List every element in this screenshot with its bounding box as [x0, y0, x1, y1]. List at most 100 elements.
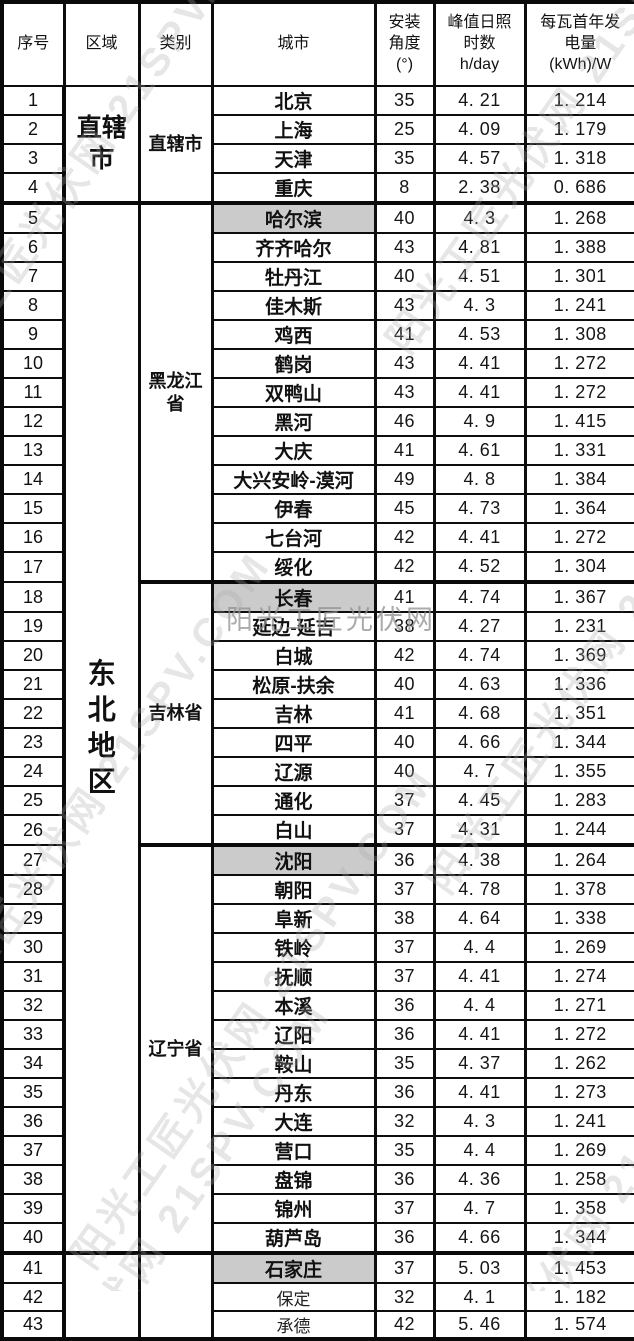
table-row: 27 辽宁省 沈阳 36 4. 38 1. 264 [0, 843, 634, 1254]
city-cell: 吉林 [210, 698, 377, 729]
angle-cell: 41 [373, 580, 436, 613]
city-cell: 佳木斯 [210, 290, 377, 321]
table-row: 20 白城 42 4. 74 1. 369 [0, 640, 634, 671]
hours-cell: 4. 21 [432, 85, 527, 116]
hours-cell: 2. 38 [432, 172, 527, 204]
angle-cell: 36 [373, 1222, 436, 1254]
yield-cell: 1. 453 [523, 1251, 634, 1284]
col-header-yield: 每瓦首年发 电量 (kWh)/W [523, 1, 634, 87]
city-cell: 营口 [210, 1135, 377, 1166]
row-index-cell: 1 [0, 85, 66, 116]
yield-cell: 1. 271 [523, 990, 634, 1021]
angle-cell: 37 [373, 814, 436, 846]
yield-cell: 1. 364 [523, 493, 634, 524]
angle-cell: 35 [373, 85, 436, 116]
yield-cell: 1. 318 [523, 143, 634, 174]
yield-cell: 1. 304 [523, 551, 634, 583]
city-cell: 阜新 [210, 903, 377, 934]
table-row: 16 七台河 42 4. 41 1. 272 [0, 522, 634, 553]
hours-cell: 4. 74 [432, 640, 527, 671]
city-cell: 大兴安岭-漠河 [210, 464, 377, 495]
hours-cell: 4. 3 [432, 201, 527, 234]
row-index-cell: 8 [0, 290, 66, 321]
angle-cell: 35 [373, 143, 436, 174]
row-index-cell: 41 [0, 1251, 66, 1284]
angle-cell: 36 [373, 990, 436, 1021]
table-row: 21 松原-扶余 40 4. 63 1. 336 [0, 669, 634, 700]
yield-cell: 1. 273 [523, 1077, 634, 1108]
hours-cell: 4. 09 [432, 114, 527, 145]
col-header-index: 序号 [0, 1, 66, 87]
row-index-cell: 42 [0, 1282, 66, 1312]
row-index-cell: 33 [0, 1019, 66, 1050]
table-body: 1 直辖市 直辖市 北京 35 4. 21 1. 214 2 上海 25 4. 09 1. 179 3 天… [0, 85, 634, 1340]
category-cell: 辽宁省 [137, 843, 214, 1254]
row-index-cell: 15 [0, 493, 66, 524]
row-index-cell: 10 [0, 348, 66, 379]
angle-cell: 49 [373, 464, 436, 495]
table-row: 2 上海 25 4. 09 1. 179 [0, 114, 634, 145]
angle-cell: 37 [373, 874, 436, 905]
col-header-city: 城市 [210, 1, 377, 87]
yield-cell: 1. 179 [523, 114, 634, 145]
city-cell: 保定 [210, 1282, 377, 1312]
table-row: 23 四平 40 4. 66 1. 344 [0, 727, 634, 758]
angle-cell: 42 [373, 640, 436, 671]
city-cell: 沈阳 [210, 843, 377, 876]
table-row: 1 直辖市 直辖市 北京 35 4. 21 1. 214 [0, 85, 634, 204]
angle-cell: 45 [373, 493, 436, 524]
table-row: 26 白山 37 4. 31 1. 244 [0, 814, 634, 846]
city-cell: 延边-延吉 [210, 611, 377, 642]
hours-cell: 4. 8 [432, 464, 527, 495]
row-index-cell: 25 [0, 785, 66, 816]
yield-cell: 1. 367 [523, 580, 634, 613]
yield-cell: 1. 268 [523, 201, 634, 234]
table-row: 31 抚顺 37 4. 41 1. 274 [0, 961, 634, 992]
table-row: 28 朝阳 37 4. 78 1. 378 [0, 874, 634, 905]
yield-cell: 1. 336 [523, 669, 634, 700]
hours-cell: 5. 03 [432, 1251, 527, 1284]
row-index-cell: 12 [0, 406, 66, 437]
yield-cell: 1. 351 [523, 698, 634, 729]
angle-cell: 37 [373, 1193, 436, 1224]
angle-cell: 32 [373, 1106, 436, 1137]
row-index-cell: 26 [0, 814, 66, 846]
angle-cell: 40 [373, 669, 436, 700]
yield-cell: 1. 272 [523, 348, 634, 379]
yield-cell: 1. 241 [523, 1106, 634, 1137]
yield-cell: 1. 331 [523, 435, 634, 466]
angle-cell: 37 [373, 1251, 436, 1284]
city-cell: 双鸭山 [210, 377, 377, 408]
angle-cell: 8 [373, 172, 436, 204]
hours-cell: 4. 31 [432, 814, 527, 846]
yield-cell: 1. 272 [523, 1019, 634, 1050]
angle-cell: 32 [373, 1282, 436, 1312]
row-index-cell: 4 [0, 172, 66, 204]
hours-cell: 4. 3 [432, 290, 527, 321]
table-row: 34 鞍山 35 4. 37 1. 262 [0, 1048, 634, 1079]
city-cell: 锦州 [210, 1193, 377, 1224]
category-cell: 黑龙江省 [137, 201, 214, 583]
hours-cell: 4. 41 [432, 377, 527, 408]
region-cell: 东 北 地 区 [62, 201, 141, 1254]
angle-cell: 40 [373, 727, 436, 758]
row-index-cell: 43 [0, 1310, 66, 1340]
table-row: 17 绥化 42 4. 52 1. 304 [0, 551, 634, 583]
yield-cell: 1. 182 [523, 1282, 634, 1312]
table-row: 11 双鸭山 43 4. 41 1. 272 [0, 377, 634, 408]
row-index-cell: 29 [0, 903, 66, 934]
city-cell: 朝阳 [210, 874, 377, 905]
row-index-cell: 34 [0, 1048, 66, 1079]
hours-cell: 4. 41 [432, 522, 527, 553]
row-index-cell: 20 [0, 640, 66, 671]
hours-cell: 4. 4 [432, 1135, 527, 1166]
row-index-cell: 3 [0, 143, 66, 174]
table-row: 41 石家庄 37 5. 03 1. 453 [0, 1251, 634, 1340]
hours-cell: 4. 45 [432, 785, 527, 816]
yield-cell: 1. 301 [523, 261, 634, 292]
yield-cell: 1. 378 [523, 874, 634, 905]
city-cell: 铁岭 [210, 932, 377, 963]
col-header-region: 区域 [62, 1, 141, 87]
